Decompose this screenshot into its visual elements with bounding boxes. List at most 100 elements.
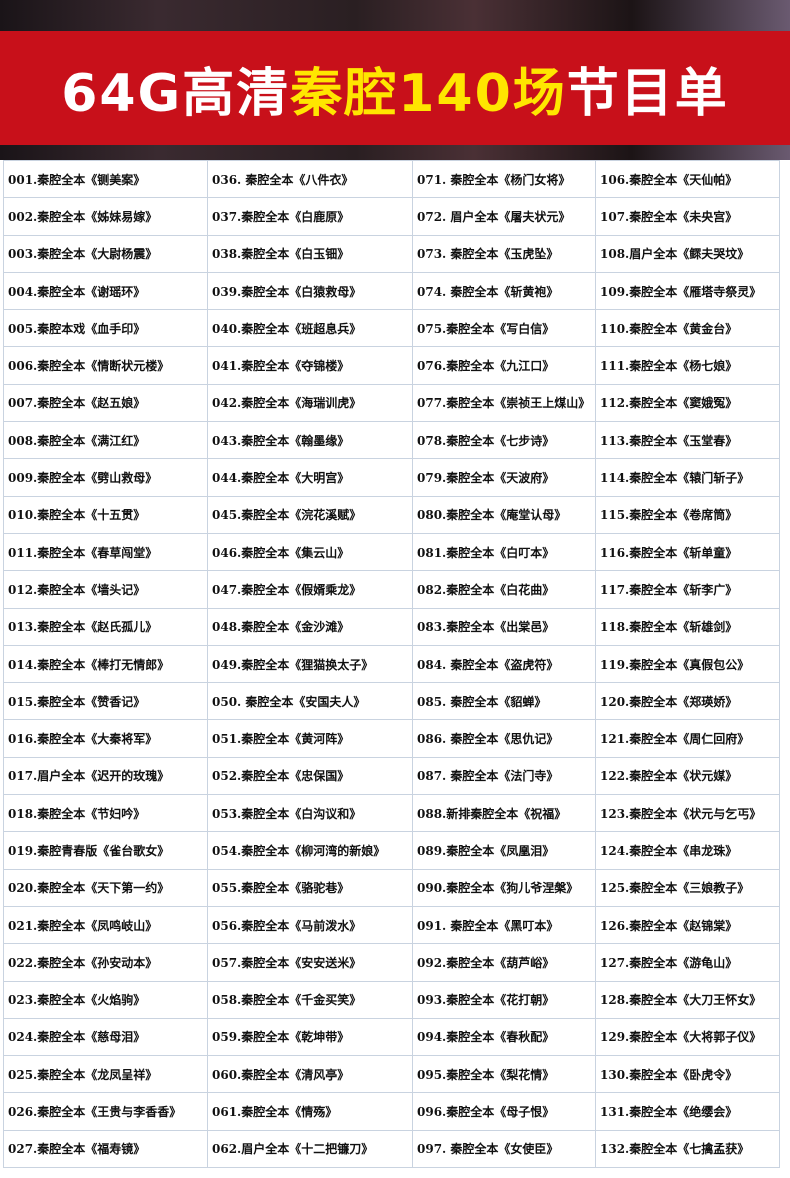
program-cell: 107.秦腔全本《未央宫》 xyxy=(595,197,780,236)
program-cell: 078.秦腔全本《七步诗》 xyxy=(412,421,596,460)
program-cell: 018.秦腔全本《节妇吟》 xyxy=(3,794,208,833)
program-cell: 025.秦腔全本《龙凤呈祥》 xyxy=(3,1055,208,1094)
program-cell: 006.秦腔全本《情断状元楼》 xyxy=(3,346,208,385)
program-cell: 022.秦腔全本《孙安动本》 xyxy=(3,943,208,982)
program-cell: 052.秦腔全本《忠保国》 xyxy=(207,756,413,796)
program-cell: 113.秦腔全本《玉堂春》 xyxy=(595,421,780,460)
program-cell: 092.秦腔全本《葫芦峪》 xyxy=(412,943,596,982)
table-row: 013.秦腔全本《赵氏孤儿》 048.秦腔全本《金沙滩》 083.秦腔全本《出棠邑》… xyxy=(3,607,780,646)
program-cell: 009.秦腔全本《劈山救母》 xyxy=(3,458,208,497)
program-cell: 086. 秦腔全本《思仇记》 xyxy=(412,719,596,758)
table-row: 024.秦腔全本《慈母泪》 059.秦腔全本《乾坤带》 094.秦腔全本《春秋配》 1… xyxy=(3,1017,780,1057)
program-cell: 015.秦腔全本《赞香记》 xyxy=(3,682,208,721)
program-cell: 038.秦腔全本《白玉钿》 xyxy=(207,234,413,273)
program-cell: 054.秦腔全本《柳河湾的新娘》 xyxy=(207,831,413,870)
program-cell: 042.秦腔全本《海瑞训虎》 xyxy=(207,383,413,423)
program-cell: 053.秦腔全本《白沟议和》 xyxy=(207,794,413,833)
program-cell: 026.秦腔全本《王贵与李香香》 xyxy=(3,1092,208,1131)
program-cell: 112.秦腔全本《窦娥冤》 xyxy=(595,383,780,423)
program-cell: 020.秦腔全本《天下第一约》 xyxy=(3,868,208,907)
program-cell: 121.秦腔全本《周仁回府》 xyxy=(595,719,780,758)
program-cell: 129.秦腔全本《大将郭子仪》 xyxy=(595,1017,780,1057)
program-cell: 013.秦腔全本《赵氏孤儿》 xyxy=(3,607,208,646)
program-cell: 007.秦腔全本《赵五娘》 xyxy=(3,383,208,423)
program-cell: 048.秦腔全本《金沙滩》 xyxy=(207,607,413,646)
table-row: 008.秦腔全本《满江红》 043.秦腔全本《翰墨缘》 078.秦腔全本《七步诗》 1… xyxy=(3,421,780,460)
title-part: 64G高清 xyxy=(61,63,291,124)
program-cell: 131.秦腔全本《绝缨会》 xyxy=(595,1092,780,1131)
program-cell: 046.秦腔全本《集云山》 xyxy=(207,532,413,572)
program-cell: 044.秦腔全本《大明宫》 xyxy=(207,458,413,497)
table-row: 007.秦腔全本《赵五娘》 042.秦腔全本《海瑞训虎》 077.秦腔全本《崇祯王上… xyxy=(3,383,780,423)
program-cell: 049.秦腔全本《狸猫换太子》 xyxy=(207,644,413,684)
table-row: 025.秦腔全本《龙凤呈祥》 060.秦腔全本《清风亭》 095.秦腔全本《梨花情》… xyxy=(3,1055,780,1094)
program-cell: 057.秦腔全本《安安送米》 xyxy=(207,943,413,982)
program-cell: 071. 秦腔全本《杨门女将》 xyxy=(412,159,596,199)
program-cell: 040.秦腔全本《班超息兵》 xyxy=(207,309,413,348)
program-cell: 004.秦腔全本《谢瑶环》 xyxy=(3,271,208,311)
title-banner: 64G高清 秦腔140场 节目单 xyxy=(0,31,790,145)
program-cell: 011.秦腔全本《春草闯堂》 xyxy=(3,532,208,572)
program-cell: 003.秦腔全本《大尉杨震》 xyxy=(3,234,208,273)
program-cell: 047.秦腔全本《假婿乘龙》 xyxy=(207,570,413,609)
program-cell: 115.秦腔全本《卷席筒》 xyxy=(595,495,780,534)
title-highlight: 秦腔140场 xyxy=(290,63,567,124)
program-cell: 075.秦腔全本《写白信》 xyxy=(412,309,596,348)
table-row: 022.秦腔全本《孙安动本》 057.秦腔全本《安安送米》 092.秦腔全本《葫芦峪… xyxy=(3,943,780,982)
program-cell: 114.秦腔全本《辕门斩子》 xyxy=(595,458,780,497)
program-cell: 096.秦腔全本《母子恨》 xyxy=(412,1092,596,1131)
program-cell: 051.秦腔全本《黄河阵》 xyxy=(207,719,413,758)
program-cell: 059.秦腔全本《乾坤带》 xyxy=(207,1017,413,1057)
program-cell: 005.秦腔本戏《血手印》 xyxy=(3,309,208,348)
program-cell: 080.秦腔全本《庵堂认母》 xyxy=(412,495,596,534)
program-cell: 106.秦腔全本《天仙帕》 xyxy=(595,159,780,199)
program-cell: 117.秦腔全本《斩李广》 xyxy=(595,570,780,609)
program-cell: 062.眉户全本《十二把镰刀》 xyxy=(207,1129,413,1169)
program-cell: 111.秦腔全本《杨七娘》 xyxy=(595,346,780,385)
program-cell: 128.秦腔全本《大刀王怀女》 xyxy=(595,980,780,1019)
program-cell: 088.新排秦腔全本《祝福》 xyxy=(412,794,596,833)
program-cell: 024.秦腔全本《慈母泪》 xyxy=(3,1017,208,1057)
program-cell: 041.秦腔全本《夺锦楼》 xyxy=(207,346,413,385)
program-cell: 074. 秦腔全本《斩黄袍》 xyxy=(412,271,596,311)
program-cell: 017.眉户全本《迟开的玫瑰》 xyxy=(3,756,208,796)
table-row: 014.秦腔全本《棒打无情郎》 049.秦腔全本《狸猫换太子》 084. 秦腔全本《… xyxy=(3,644,780,684)
program-cell: 094.秦腔全本《春秋配》 xyxy=(412,1017,596,1057)
program-cell: 060.秦腔全本《清风亭》 xyxy=(207,1055,413,1094)
table-row: 010.秦腔全本《十五贯》 045.秦腔全本《浣花溪赋》 080.秦腔全本《庵堂认母… xyxy=(3,495,780,534)
table-row: 009.秦腔全本《劈山救母》 044.秦腔全本《大明宫》 079.秦腔全本《天波府》… xyxy=(3,458,780,497)
table-row: 006.秦腔全本《情断状元楼》 041.秦腔全本《夺锦楼》 076.秦腔全本《九江口… xyxy=(3,346,780,385)
program-cell: 118.秦腔全本《斩雄剑》 xyxy=(595,607,780,646)
program-cell: 012.秦腔全本《墙头记》 xyxy=(3,570,208,609)
program-cell: 039.秦腔全本《白猿救母》 xyxy=(207,271,413,311)
program-cell: 125.秦腔全本《三娘教子》 xyxy=(595,868,780,907)
program-table: 001.秦腔全本《铡美案》 036. 秦腔全本《八件衣》 071. 秦腔全本《杨门女… xyxy=(3,159,780,1169)
table-row: 012.秦腔全本《墙头记》 047.秦腔全本《假婿乘龙》 082.秦腔全本《白花曲》… xyxy=(3,570,780,609)
program-cell: 079.秦腔全本《天波府》 xyxy=(412,458,596,497)
program-cell: 124.秦腔全本《串龙珠》 xyxy=(595,831,780,870)
program-cell: 061.秦腔全本《情殇》 xyxy=(207,1092,413,1131)
program-cell: 081.秦腔全本《白叮本》 xyxy=(412,532,596,572)
title-part: 节目单 xyxy=(566,63,729,124)
table-row: 018.秦腔全本《节妇吟》 053.秦腔全本《白沟议和》 088.新排秦腔全本《祝福… xyxy=(3,794,780,833)
program-cell: 083.秦腔全本《出棠邑》 xyxy=(412,607,596,646)
program-cell: 091. 秦腔全本《黑叮本》 xyxy=(412,905,596,945)
program-cell: 089.秦腔全本《凤凰泪》 xyxy=(412,831,596,870)
program-cell: 085. 秦腔全本《貂蝉》 xyxy=(412,682,596,721)
program-cell: 002.秦腔全本《姊妹易嫁》 xyxy=(3,197,208,236)
program-cell: 108.眉户全本《鳏夫哭坟》 xyxy=(595,234,780,273)
program-cell: 120.秦腔全本《郑瑛娇》 xyxy=(595,682,780,721)
table-row: 002.秦腔全本《姊妹易嫁》 037.秦腔全本《白鹿原》 072. 眉户全本《屠夫状… xyxy=(3,197,780,236)
program-cell: 097. 秦腔全本《女使臣》 xyxy=(412,1129,596,1169)
program-cell: 027.秦腔全本《福寿镜》 xyxy=(3,1129,208,1169)
program-cell: 019.秦腔青春版《雀台歌女》 xyxy=(3,831,208,870)
program-cell: 093.秦腔全本《花打朝》 xyxy=(412,980,596,1019)
table-row: 027.秦腔全本《福寿镜》 062.眉户全本《十二把镰刀》 097. 秦腔全本《女使… xyxy=(3,1129,780,1169)
program-cell: 082.秦腔全本《白花曲》 xyxy=(412,570,596,609)
program-cell: 010.秦腔全本《十五贯》 xyxy=(3,495,208,534)
program-cell: 045.秦腔全本《浣花溪赋》 xyxy=(207,495,413,534)
table-row: 026.秦腔全本《王贵与李香香》 061.秦腔全本《情殇》 096.秦腔全本《母子恨… xyxy=(3,1092,780,1131)
program-cell: 095.秦腔全本《梨花情》 xyxy=(412,1055,596,1094)
program-cell: 084. 秦腔全本《盗虎符》 xyxy=(412,644,596,684)
